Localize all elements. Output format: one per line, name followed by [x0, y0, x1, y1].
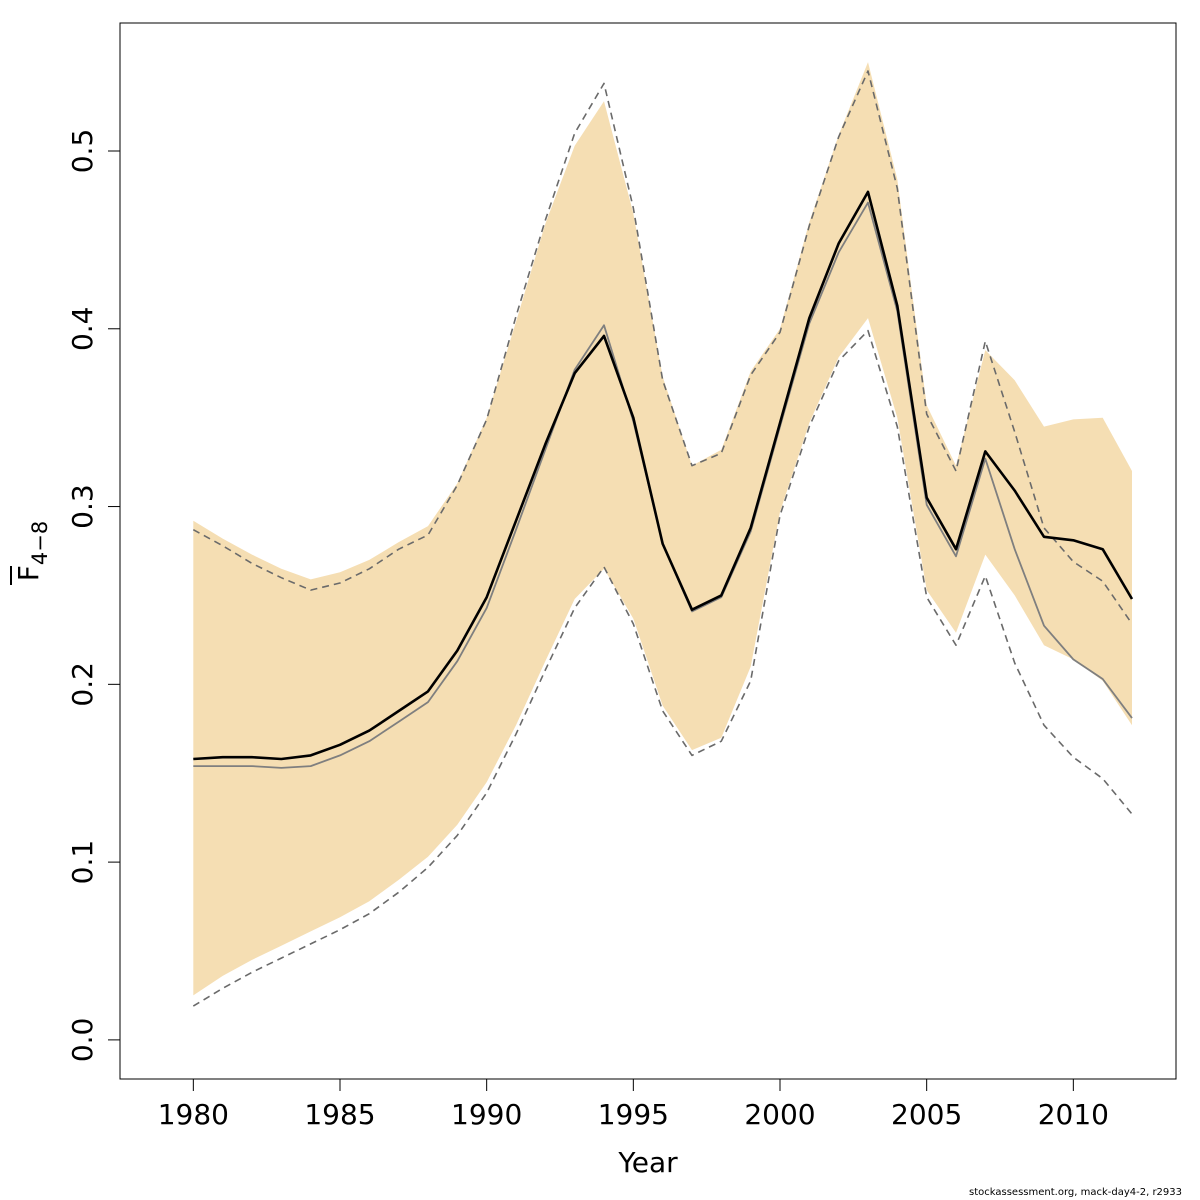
lines-layer: [192, 70, 1134, 1007]
y-axis-title-main: F: [12, 565, 45, 581]
y-axis: 0.0 0.1 0.2 0.3 0.4 0.5: [66, 129, 121, 1063]
x-tick-label: 2000: [744, 1098, 815, 1131]
y-tick-label: 0.3: [66, 484, 99, 529]
y-tick-label: 0.1: [66, 840, 99, 885]
x-tick-label: 1985: [304, 1098, 375, 1131]
y-tick-label: 0.0: [66, 1018, 99, 1063]
previous-upper-line: [192, 70, 1133, 625]
svg-text:F4−8: F4−8: [12, 521, 52, 581]
y-tick-label: 0.4: [66, 307, 99, 352]
y-tick-label: 0.2: [66, 662, 99, 707]
estimate-line: [193, 190, 1134, 761]
confidence-band-layer: [193, 62, 1133, 996]
x-tick-label: 2010: [1038, 1098, 1109, 1131]
x-tick-label: 2005: [891, 1098, 962, 1131]
footer-note: stockassessment.org, mack-day4-2, r2933: [969, 1187, 1182, 1198]
x-axis: 1980 1985 1990 1995 2000 2005 2010: [158, 1078, 1109, 1131]
y-axis-title-subscript: 4−8: [28, 521, 52, 565]
x-tick-label: 1990: [451, 1098, 522, 1131]
y-tick-label: 0.5: [66, 129, 99, 174]
x-tick-label: 1980: [158, 1098, 229, 1131]
confidence-band: [193, 62, 1133, 996]
x-axis-title: Year: [617, 1146, 678, 1179]
x-tick-label: 1995: [598, 1098, 669, 1131]
y-axis-title: F4−8: [10, 521, 52, 585]
